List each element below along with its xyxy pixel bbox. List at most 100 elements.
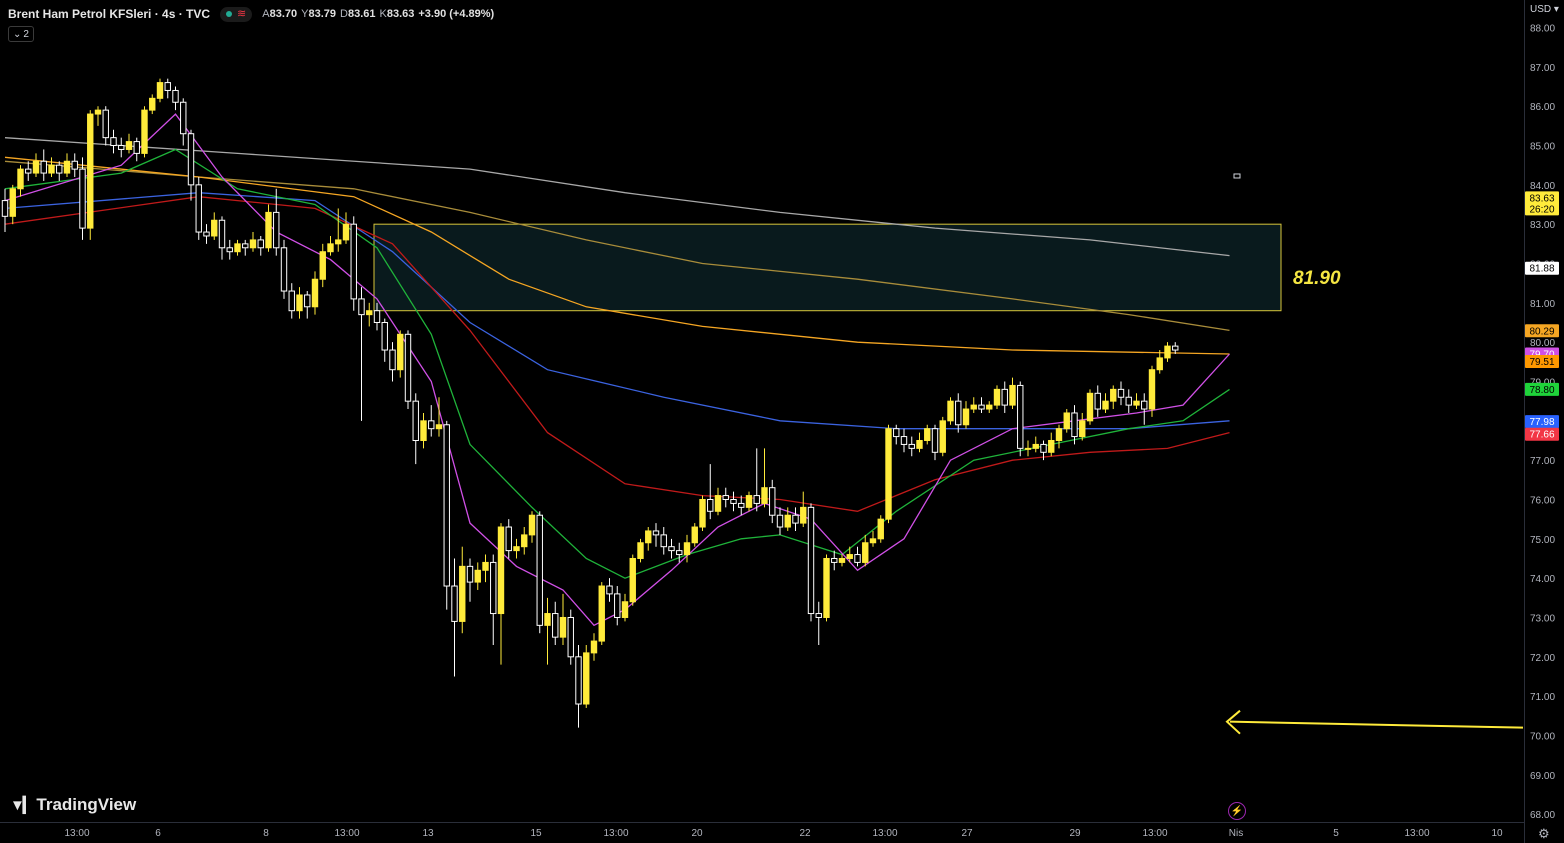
price-axis-separator xyxy=(1524,0,1525,843)
candle-body xyxy=(1009,384,1016,406)
candle-body xyxy=(1063,412,1070,430)
candle-body xyxy=(265,211,272,249)
candle-body xyxy=(102,109,109,139)
gear-icon[interactable]: ⚙ xyxy=(1538,826,1550,841)
ema-line xyxy=(4,160,1230,332)
candle-body xyxy=(629,557,636,603)
candle-body xyxy=(257,239,264,249)
price-label-box xyxy=(1525,261,1559,275)
candle-body xyxy=(645,530,652,544)
x-tick-label: 20 xyxy=(691,828,703,839)
candle-body xyxy=(769,487,776,516)
y-tick-label: 70.00 xyxy=(1530,731,1555,742)
candle-body xyxy=(505,526,512,552)
candle-body xyxy=(691,526,698,544)
candle-body xyxy=(513,546,520,552)
candle-body xyxy=(373,310,381,324)
candle-body xyxy=(1141,400,1148,410)
candle-body xyxy=(753,495,760,504)
candle-body xyxy=(218,219,226,249)
ohlc-open: A83.70 xyxy=(262,8,298,20)
market-open-dot-icon xyxy=(226,11,233,17)
ema-line xyxy=(4,113,1230,627)
y-tick-label: 81.00 xyxy=(1530,299,1555,310)
x-tick-label: 29 xyxy=(1069,828,1081,839)
x-tick-label: 27 xyxy=(961,828,973,839)
currency-label: USD xyxy=(1530,4,1552,15)
ema-line xyxy=(4,137,1230,257)
candle-body xyxy=(187,133,195,186)
candle-body xyxy=(621,601,629,618)
candle-body xyxy=(583,652,590,705)
y-tick-label: 73.00 xyxy=(1530,613,1555,624)
candle-body xyxy=(900,436,908,445)
candle-body xyxy=(1086,392,1094,422)
y-tick-label: 87.00 xyxy=(1530,63,1555,74)
zone-annotation: 81.90 xyxy=(1293,268,1341,289)
x-tick-label: 13:00 xyxy=(603,828,628,839)
candle-body xyxy=(738,502,745,508)
candle-body xyxy=(180,101,187,135)
candle-body xyxy=(1032,443,1039,449)
candle-body xyxy=(319,251,326,280)
ohlc-low: D83.61 xyxy=(340,8,376,20)
tradingview-logo[interactable]: ▼▎ TradingView xyxy=(10,795,136,815)
candle-body xyxy=(862,542,869,563)
candle-body xyxy=(823,557,830,618)
candle-body xyxy=(110,137,117,147)
arrow-shaft xyxy=(1229,720,1524,729)
x-tick-label: 8 xyxy=(263,828,269,839)
indicator-count: 2 xyxy=(23,28,29,40)
candle-body xyxy=(652,530,660,536)
candle-body xyxy=(707,498,714,512)
candle-body xyxy=(552,613,559,638)
ema-line xyxy=(4,148,1230,579)
candle-body xyxy=(280,247,288,292)
candle-body xyxy=(335,239,342,245)
x-tick-label: Nis xyxy=(1229,828,1243,839)
candle-body xyxy=(1048,439,1055,453)
candle-body xyxy=(125,141,133,150)
y-tick-label: 75.00 xyxy=(1530,535,1555,546)
candle-body xyxy=(466,565,474,583)
candle-body xyxy=(854,554,861,563)
candle-body xyxy=(17,168,24,190)
y-tick-label: 74.00 xyxy=(1530,574,1555,585)
candle-body xyxy=(683,542,691,556)
lightning-icon[interactable]: ⚡ xyxy=(1228,802,1246,820)
candle-body xyxy=(1055,428,1063,441)
candle-body xyxy=(637,542,644,559)
x-tick-label: 13 xyxy=(422,828,434,839)
x-tick-label: 13:00 xyxy=(872,828,897,839)
candle-body xyxy=(273,211,280,249)
candle-body xyxy=(342,223,350,241)
x-tick-label: 13:00 xyxy=(1404,828,1429,839)
candle-body xyxy=(1133,400,1140,406)
candle-body xyxy=(40,160,47,174)
y-tick-label: 72.00 xyxy=(1530,653,1555,664)
candle-body xyxy=(48,164,55,174)
y-tick-label: 80.00 xyxy=(1530,338,1555,349)
candle-body xyxy=(327,243,334,253)
candle-body xyxy=(288,290,295,312)
logo-text: TradingView xyxy=(36,795,137,814)
candle-body xyxy=(776,514,784,528)
y-tick-label: 71.00 xyxy=(1530,692,1555,703)
candle-body xyxy=(1172,345,1179,351)
candle-body xyxy=(761,487,768,504)
market-status-pill[interactable]: ≋ xyxy=(220,6,253,22)
candle-body xyxy=(226,247,233,253)
candle-body xyxy=(1001,388,1008,406)
x-tick-label: 22 xyxy=(799,828,811,839)
x-tick-label: 15 xyxy=(530,828,542,839)
currency-selector[interactable]: USD ▾ xyxy=(1530,4,1559,15)
candle-body xyxy=(428,420,435,430)
candle-body xyxy=(172,89,179,103)
indicators-toggle[interactable]: ⌄ 2 xyxy=(8,26,34,42)
candle-body xyxy=(25,168,32,174)
price-label-text: 77.66 xyxy=(1529,430,1554,441)
candle-body xyxy=(1017,384,1024,449)
candle-body xyxy=(745,495,753,508)
symbol-title[interactable]: Brent Ham Petrol KFSleri · 4s · TVC xyxy=(8,7,211,21)
